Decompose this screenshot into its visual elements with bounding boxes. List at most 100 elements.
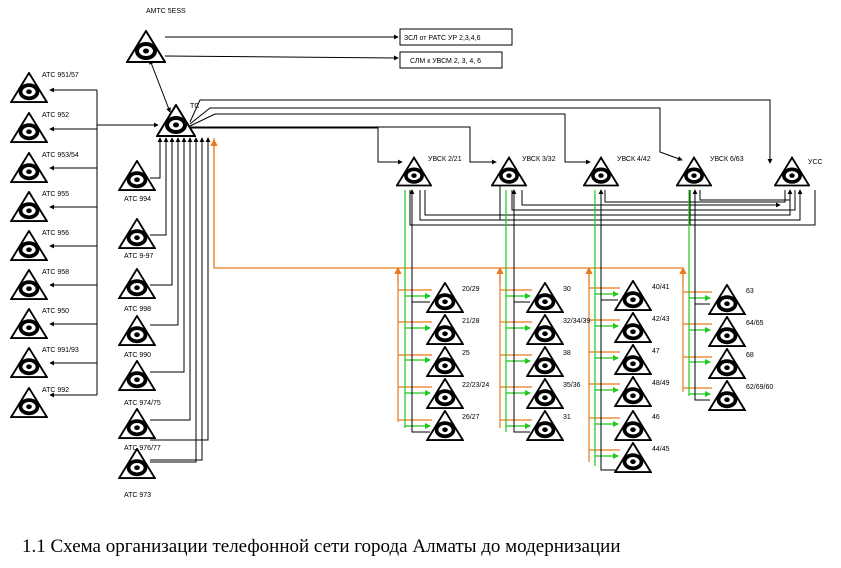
node-g1-4: 26/27 <box>426 410 480 442</box>
node-g1-1-label: 21/28 <box>462 318 480 325</box>
node-left-2: АТС 953/54 <box>10 152 79 184</box>
node-mid-5-label: АТС 976/77 <box>124 445 161 452</box>
node-g1-2: 25 <box>426 346 470 378</box>
node-mid-6-label: АТС 973 <box>124 492 151 499</box>
node-g4-2: 68 <box>708 348 754 380</box>
node-mid-5: АТС 976/77 <box>118 408 161 452</box>
green-links <box>404 190 711 466</box>
node-mid-3-label: АТС 990 <box>124 352 151 359</box>
node-g2-0-label: 30 <box>563 286 571 293</box>
node-g3-0-label: 40/41 <box>652 284 670 291</box>
node-g4-1: 64/65 <box>708 316 764 348</box>
orange-links <box>210 138 712 462</box>
node-left-5-label: АТС 958 <box>42 269 69 276</box>
node-left-0-label: АТС 951/57 <box>42 72 79 79</box>
node-g4-3-label: 62/69/60 <box>746 384 773 391</box>
node-g2-1: 32/34/39 <box>526 314 590 346</box>
node-g3-4: 46 <box>614 410 660 442</box>
node-left-8: АТС 992 <box>10 387 69 419</box>
left-column-links <box>49 87 159 398</box>
node-g2-1-label: 32/34/39 <box>563 318 590 325</box>
ts-label: ТС <box>190 103 199 110</box>
usk442-label: УВСК 4/42 <box>617 156 651 163</box>
node-mid-1-label: АТС 9-97 <box>124 253 154 260</box>
zsl-box: ЗСЛ от РАТС УР 2,3,4,6 <box>399 28 513 46</box>
node-g4-2-label: 68 <box>746 352 754 359</box>
node-left-0: АТС 951/57 <box>10 72 79 104</box>
node-left-5: АТС 958 <box>10 269 69 301</box>
amts-label: АМТС 5ESS <box>146 8 186 15</box>
node-left-3: АТС 955 <box>10 191 69 223</box>
node-left-2-label: АТС 953/54 <box>42 152 79 159</box>
mid-column-nodes: АТС 994 АТС 9-97 АТС 998 АТС 990 АТС 974/75 А… <box>118 160 161 499</box>
node-left-1-label: АТС 952 <box>42 112 69 119</box>
node-g4-3: 62/69/60 <box>708 380 773 412</box>
node-amts: АМТС 5ESS <box>126 8 186 64</box>
node-left-7: АТС 991/93 <box>10 347 79 379</box>
node-g1-2-label: 25 <box>462 350 470 357</box>
node-mid-6: АТС 973 <box>118 448 156 499</box>
node-left-6-label: АТС 950 <box>42 308 69 315</box>
zsl-label: ЗСЛ от РАТС УР 2,3,4,6 <box>404 35 481 42</box>
node-mid-0: АТС 994 <box>118 160 156 203</box>
node-mid-4-label: АТС 974/75 <box>124 400 161 407</box>
node-g2-3: 35/36 <box>526 378 581 410</box>
node-g1-0-label: 20/29 <box>462 286 480 293</box>
node-g2-4-label: 31 <box>563 414 571 421</box>
node-left-7-label: АТС 991/93 <box>42 347 79 354</box>
node-g3-1: 42/43 <box>614 312 670 344</box>
node-g2-0: 30 <box>526 282 571 314</box>
node-g3-5-label: 44/45 <box>652 446 670 453</box>
node-left-4-label: АТС 956 <box>42 230 69 237</box>
node-mid-0-label: АТС 994 <box>124 196 151 203</box>
node-usk442: УВСК 4/42 <box>583 156 651 188</box>
node-g3-4-label: 46 <box>652 414 660 421</box>
node-usk663: УВСК 6/63 <box>676 156 744 188</box>
node-left-8-label: АТС 992 <box>42 387 69 394</box>
node-g3-3: 48/49 <box>614 376 670 408</box>
node-g3-5: 44/45 <box>614 442 670 474</box>
node-left-6: АТС 950 <box>10 308 69 340</box>
node-mid-1: АТС 9-97 <box>118 218 156 260</box>
left-column-nodes: АТС 951/57 АТС 952 АТС 953/54 АТС 955 АТС 95… <box>10 72 79 419</box>
mid-column-links <box>150 137 211 463</box>
figure-caption: 1.1 Схема организации телефонной сети го… <box>22 536 621 557</box>
node-g4-0-label: 63 <box>746 288 754 295</box>
node-g1-0: 20/29 <box>426 282 480 314</box>
node-g4-0: 63 <box>708 284 754 316</box>
node-usk332: УВСК 3/32 <box>491 156 556 188</box>
slm-box: СЛМ к УВСМ 2, 3, 4, 6 <box>399 51 503 69</box>
node-left-3-label: АТС 955 <box>42 191 69 198</box>
node-g3-1-label: 42/43 <box>652 316 670 323</box>
node-g3-2: 47 <box>614 344 660 376</box>
node-g3-3-label: 48/49 <box>652 380 670 387</box>
slm-label: СЛМ к УВСМ 2, 3, 4, 6 <box>410 58 481 65</box>
node-mid-2: АТС 998 <box>118 268 156 313</box>
node-g3-0: 40/41 <box>614 280 670 312</box>
node-mid-4: АТС 974/75 <box>118 360 161 407</box>
node-usk21: УВСК 2/21 <box>396 156 462 188</box>
subscriber-groups: 20/29 21/28 25 22/23/24 26/27 30 32/34/39 38 35/… <box>426 280 773 474</box>
node-g3-2-label: 47 <box>652 348 660 355</box>
node-uss: УСС <box>774 156 823 188</box>
uss-label: УСС <box>808 159 823 166</box>
node-g1-4-label: 26/27 <box>462 414 480 421</box>
node-g1-3: 22/23/24 <box>426 378 489 410</box>
node-g2-2-label: 38 <box>563 350 571 357</box>
node-ts: ТС <box>156 103 199 138</box>
usk21-label: УВСК 2/21 <box>428 156 462 163</box>
usk663-label: УВСК 6/63 <box>710 156 744 163</box>
node-mid-2-label: АТС 998 <box>124 306 151 313</box>
node-g1-3-label: 22/23/24 <box>462 382 489 389</box>
amts-links <box>149 34 399 113</box>
node-g2-2: 38 <box>526 346 571 378</box>
trunk-links <box>189 99 816 226</box>
node-left-4: АТС 956 <box>10 230 69 262</box>
node-g1-1: 21/28 <box>426 314 480 346</box>
node-g2-3-label: 35/36 <box>563 382 581 389</box>
group-return-links <box>409 189 710 471</box>
node-g2-4: 31 <box>526 410 571 442</box>
node-g4-1-label: 64/65 <box>746 320 764 327</box>
usk332-label: УВСК 3/32 <box>522 156 556 163</box>
